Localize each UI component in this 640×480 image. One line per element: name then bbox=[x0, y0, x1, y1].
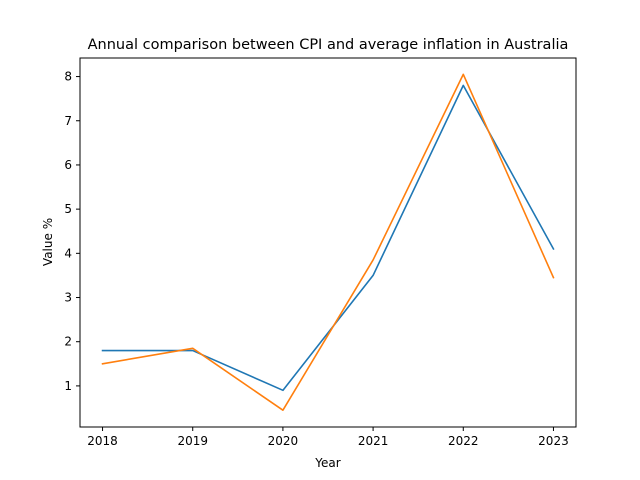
series-layer bbox=[101, 73, 555, 412]
plot-frame bbox=[79, 57, 577, 428]
series-line-2 bbox=[101, 73, 555, 412]
y-axis: 1 2 3 4 5 6 7 8 bbox=[64, 70, 80, 393]
y-tick-label: 1 bbox=[64, 379, 72, 393]
y-tick-label: 4 bbox=[64, 246, 72, 260]
y-tick-label: 7 bbox=[64, 114, 72, 128]
y-axis-label: Value % bbox=[41, 218, 55, 266]
y-tick-label: 6 bbox=[64, 158, 72, 172]
y-tick-label: 2 bbox=[64, 335, 72, 349]
y-tick-label: 3 bbox=[64, 291, 72, 305]
x-tick-label: 2023 bbox=[538, 434, 569, 448]
x-tick-label: 2019 bbox=[177, 434, 208, 448]
x-tick-label: 2021 bbox=[358, 434, 389, 448]
x-axis: 2018 2019 2020 2021 2022 2023 bbox=[87, 427, 569, 448]
y-tick-label: 8 bbox=[64, 70, 72, 84]
x-tick-label: 2022 bbox=[448, 434, 479, 448]
y-tick-label: 5 bbox=[64, 202, 72, 216]
x-axis-label: Year bbox=[314, 456, 340, 470]
x-tick-label: 2018 bbox=[87, 434, 118, 448]
plot-area bbox=[79, 57, 577, 428]
x-tick-label: 2020 bbox=[268, 434, 299, 448]
chart-title: Annual comparison between CPI and averag… bbox=[88, 37, 569, 53]
